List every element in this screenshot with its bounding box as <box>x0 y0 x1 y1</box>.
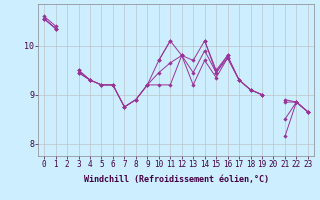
X-axis label: Windchill (Refroidissement éolien,°C): Windchill (Refroidissement éolien,°C) <box>84 175 268 184</box>
